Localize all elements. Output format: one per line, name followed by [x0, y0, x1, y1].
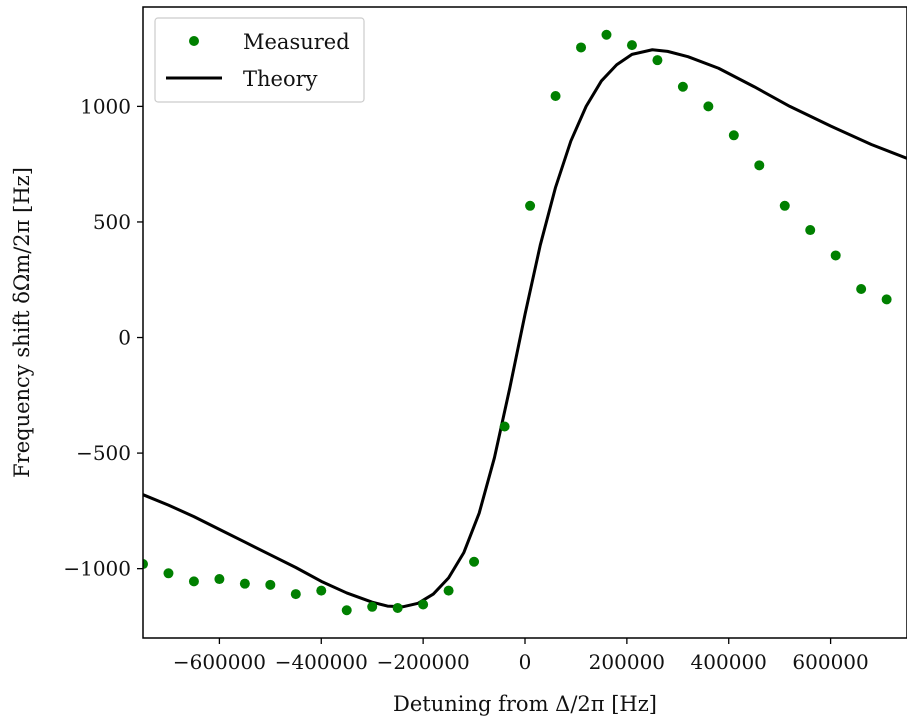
x-tick-label: 0	[519, 650, 532, 674]
measured-point	[881, 294, 892, 305]
x-tick-label: −200000	[377, 650, 470, 674]
x-axis: −600000 −400000 −200000 0 200000 400000 600000	[173, 638, 869, 674]
y-tick-label: −500	[76, 441, 131, 465]
measured-point	[265, 579, 276, 590]
measured-point	[418, 599, 429, 610]
measured-point	[392, 602, 403, 613]
measured-point	[626, 40, 637, 51]
measured-point	[779, 200, 790, 211]
measured-point	[856, 283, 867, 294]
measured-point	[290, 589, 301, 600]
legend-label-theory: Theory	[243, 67, 318, 91]
measured-point	[443, 585, 454, 596]
x-tick-label: 200000	[589, 650, 665, 674]
measured-point	[601, 29, 612, 40]
measured-point	[652, 55, 663, 66]
legend-box	[154, 17, 365, 103]
y-tick-label: 500	[93, 210, 131, 234]
measured-point	[188, 576, 199, 587]
y-axis: −1000 −500 0 500 1000	[63, 94, 143, 581]
legend: Measured Theory	[154, 17, 365, 103]
measured-point	[469, 556, 480, 567]
series-layer	[143, 29, 907, 616]
measured-point	[576, 42, 587, 53]
y-axis-label: Frequency shift δΩm/2π [Hz]	[10, 167, 34, 478]
x-tick-label: −600000	[173, 650, 266, 674]
legend-marker-measured	[189, 36, 199, 46]
x-tick-label: 400000	[691, 650, 767, 674]
measured-point	[341, 605, 352, 616]
measured-point	[143, 559, 148, 570]
x-tick-label: 600000	[792, 650, 868, 674]
y-tick-label: 1000	[80, 94, 131, 118]
y-tick-label: 0	[118, 326, 131, 350]
x-axis-label: Detuning from Δ/2π [Hz]	[393, 692, 657, 716]
measured-point	[316, 585, 327, 596]
measured-point	[830, 250, 841, 261]
y-tick-label: −1000	[63, 557, 131, 581]
theory-line	[143, 48, 907, 609]
measured-point	[728, 130, 739, 141]
measured-point	[163, 568, 174, 579]
measured-point	[550, 90, 561, 101]
measured-point	[499, 421, 510, 432]
measured-point	[805, 225, 816, 236]
x-tick-label: −400000	[275, 650, 368, 674]
legend-label-measured: Measured	[243, 30, 350, 54]
measured-point	[367, 601, 378, 612]
measured-point	[525, 200, 536, 211]
measured-point	[677, 81, 688, 92]
measured-point	[214, 574, 225, 585]
measured-point	[239, 578, 250, 589]
measured-point	[754, 160, 765, 171]
measured-point	[703, 101, 714, 112]
